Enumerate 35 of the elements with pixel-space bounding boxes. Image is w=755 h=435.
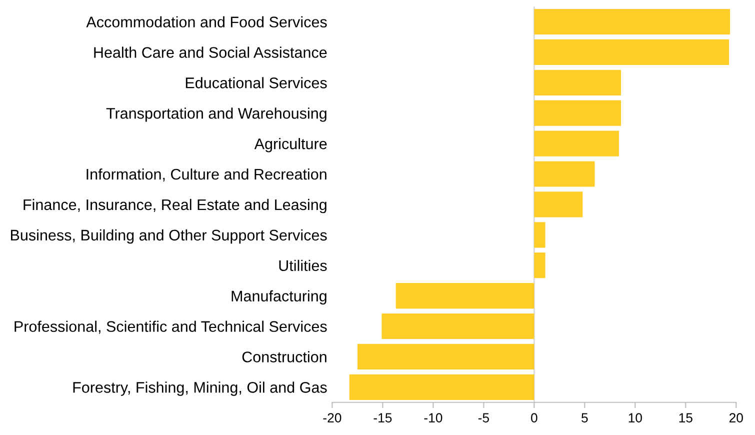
- x-tick-label: 0: [531, 413, 538, 422]
- x-tick-label: -15: [374, 413, 392, 422]
- bar: [534, 192, 583, 218]
- bar: [382, 313, 534, 340]
- y-tick-label: Agriculture: [254, 138, 327, 152]
- x-tick-label: 15: [679, 413, 692, 422]
- y-tick-label: Construction: [242, 351, 326, 362]
- x-tick-label: 10: [628, 413, 642, 422]
- y-tick-label: Information, Culture and Recreation: [86, 168, 326, 182]
- y-tick-label: Finance, Insurance, Real Estate and Leasing: [24, 198, 326, 214]
- y-tick-label: Health Care and Social Assistance: [94, 46, 327, 58]
- bar: [534, 100, 622, 126]
- bar: [534, 70, 622, 96]
- bar: [534, 222, 546, 248]
- x-tick-label: -5: [478, 413, 489, 422]
- x-tick-label: 5: [582, 413, 588, 422]
- y-tick-label: Forestry, Fishing, Mining, Oil and Gas: [73, 382, 327, 396]
- bar: [357, 344, 534, 370]
- y-tick-label: Utilities: [279, 260, 327, 272]
- x-tick-label: -10: [424, 413, 442, 422]
- bar: [534, 8, 730, 35]
- y-tick-label: Manufacturing: [232, 290, 326, 305]
- x-tick-label: 20: [729, 413, 743, 422]
- bar: [534, 39, 730, 65]
- x-tick-label: -20: [323, 413, 342, 422]
- bar: [396, 283, 534, 309]
- y-tick-label: Business, Building and Other Support Services: [11, 229, 327, 244]
- bar: [534, 130, 619, 156]
- bar: [349, 374, 534, 400]
- y-tick-label: Professional, Scientific and Technical Services: [14, 320, 327, 334]
- y-tick-label: Educational Services: [186, 77, 327, 88]
- bar: [534, 161, 595, 187]
- y-tick-label: Accommodation and Food Services: [86, 16, 327, 28]
- bar: [534, 252, 546, 278]
- y-tick-label: Transportation and Warehousing: [106, 108, 326, 122]
